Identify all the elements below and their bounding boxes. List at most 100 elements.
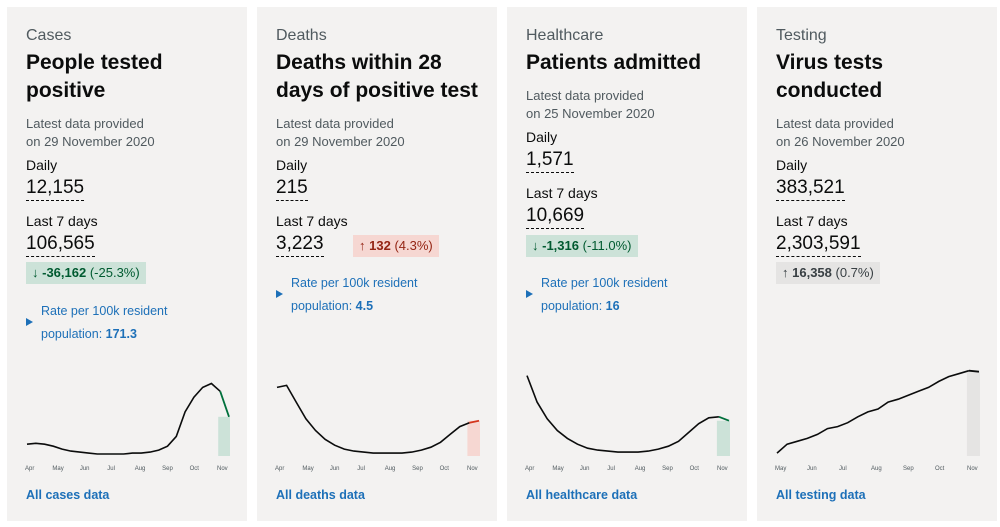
- rate-disclosure[interactable]: Rate per 100k resident population: 171.3: [26, 300, 236, 346]
- change-percent: (-25.3%): [89, 265, 140, 280]
- sparkline-chart: Apr May Jun Jul Aug Sep Oct Nov: [275, 384, 480, 472]
- series-line-recent: [219, 391, 230, 418]
- card-title: Deaths within 28 days of positive test: [276, 51, 478, 102]
- change-value: 16,358: [792, 265, 832, 280]
- all-deaths-data-link[interactable]: All deaths data: [276, 488, 365, 502]
- card-cases: Cases People tested positive Latest data…: [7, 7, 247, 521]
- card-testing: Testing Virus tests conducted Latest dat…: [757, 7, 997, 521]
- daily-label: Daily: [276, 157, 308, 173]
- latest-data-label: Latest data provided: [776, 116, 894, 131]
- month-tick-label: May: [52, 466, 63, 472]
- week-label: Last 7 days: [526, 185, 598, 201]
- daily-label: Daily: [26, 157, 58, 173]
- month-tick-label: Nov: [467, 466, 478, 472]
- card-title: People tested positive: [26, 51, 163, 102]
- all-healthcare-data-link[interactable]: All healthcare data: [526, 488, 638, 502]
- latest-data-date: on 25 November 2020: [526, 106, 655, 121]
- month-tick-label: Oct: [935, 466, 945, 472]
- week-label: Last 7 days: [26, 213, 98, 229]
- daily-label: Daily: [776, 157, 808, 173]
- card-category: Healthcare: [526, 27, 604, 44]
- week-value[interactable]: 106,565: [26, 233, 95, 257]
- daily-value[interactable]: 215: [276, 177, 308, 201]
- week-value[interactable]: 2,303,591: [776, 233, 861, 257]
- change-value: 132: [369, 238, 391, 253]
- sparkline-chart: Apr May Jun Jul Aug Sep Oct Nov: [525, 375, 730, 472]
- month-tick-label: Apr: [275, 466, 284, 472]
- month-tick-label: Aug: [871, 466, 882, 472]
- month-tick-label: Jun: [330, 466, 340, 472]
- month-tick-label: Oct: [190, 466, 200, 472]
- card-deaths: Deaths Deaths within 28 days of positive…: [257, 7, 497, 521]
- arrow-down-icon: ↓: [532, 238, 539, 253]
- arrow-up-icon: ↑: [359, 238, 366, 253]
- latest-data-label: Latest data provided: [26, 116, 144, 131]
- disclosure-triangle-icon: [26, 318, 33, 326]
- month-tick-label: Sep: [162, 466, 173, 472]
- all-testing-data-link[interactable]: All testing data: [776, 488, 866, 502]
- rate-label: Rate per 100k resident population:: [541, 276, 668, 313]
- month-tick-label: Nov: [217, 466, 228, 472]
- change-percent: (-11.0%): [582, 238, 632, 253]
- card-category: Cases: [26, 27, 72, 44]
- change-badge: ↑ 16,358 (0.7%): [776, 262, 880, 284]
- rate-value: 16: [605, 299, 620, 313]
- series-line-recent: [718, 415, 730, 422]
- card-title: Patients admitted: [526, 51, 702, 74]
- series-line: [526, 375, 719, 453]
- week-value[interactable]: 10,669: [526, 205, 585, 229]
- rate-label: Rate per 100k resident population:: [291, 276, 418, 313]
- change-badge: ↓ -1,316 (-11.0%): [526, 235, 638, 257]
- month-tick-label: Jul: [107, 466, 115, 472]
- card-category: Testing: [776, 27, 827, 44]
- latest-data-date: on 26 November 2020: [776, 134, 905, 149]
- month-tick-label: Nov: [967, 466, 978, 472]
- latest-data-date: on 29 November 2020: [26, 134, 155, 149]
- latest-data-date: on 29 November 2020: [276, 134, 405, 149]
- month-tick-label: Jun: [580, 466, 590, 472]
- last-7-days-highlight: [467, 420, 480, 456]
- week-label: Last 7 days: [276, 213, 348, 229]
- change-value: -36,162: [42, 265, 87, 280]
- rate-value: 171.3: [105, 327, 137, 341]
- arrow-down-icon: ↓: [32, 265, 39, 280]
- rate-disclosure[interactable]: Rate per 100k resident population: 16: [526, 272, 736, 318]
- series-line-recent: [968, 369, 980, 373]
- sparkline-chart: May Jun Jul Aug Sep Oct Nov: [775, 369, 980, 472]
- daily-value[interactable]: 383,521: [776, 177, 845, 201]
- series-line-recent: [469, 419, 480, 424]
- rate-label: Rate per 100k resident population:: [41, 304, 168, 341]
- month-tick-label: Aug: [385, 466, 396, 472]
- month-tick-label: Jun: [80, 466, 90, 472]
- month-tick-label: Jul: [839, 466, 847, 472]
- month-tick-label: Jul: [607, 466, 615, 472]
- daily-value[interactable]: 1,571: [526, 149, 574, 173]
- month-tick-label: Sep: [412, 466, 423, 472]
- month-tick-label: Aug: [635, 466, 646, 472]
- series-line: [26, 382, 221, 455]
- last-7-days-highlight: [716, 420, 730, 456]
- latest-data-label: Latest data provided: [526, 88, 644, 103]
- week-label: Last 7 days: [776, 213, 848, 229]
- last-7-days-highlight: [218, 416, 230, 456]
- rate-disclosure[interactable]: Rate per 100k resident population: 4.5: [276, 272, 486, 318]
- month-tick-label: Jul: [357, 466, 365, 472]
- change-percent: (0.7%): [835, 265, 874, 280]
- latest-data-label: Latest data provided: [276, 116, 394, 131]
- week-value[interactable]: 3,223: [276, 233, 324, 257]
- all-cases-data-link[interactable]: All cases data: [26, 488, 110, 502]
- month-tick-label: Oct: [440, 466, 450, 472]
- month-tick-label: May: [775, 466, 786, 472]
- card-title: Virus tests conducted: [776, 51, 883, 102]
- disclosure-triangle-icon: [526, 290, 533, 298]
- daily-value[interactable]: 12,155: [26, 177, 85, 201]
- month-tick-label: Sep: [662, 466, 673, 472]
- arrow-up-icon: ↑: [782, 265, 789, 280]
- change-percent: (4.3%): [394, 238, 433, 253]
- month-tick-label: Nov: [717, 466, 728, 472]
- month-tick-label: Apr: [525, 466, 534, 472]
- card-healthcare: Healthcare Patients admitted Latest data…: [507, 7, 747, 521]
- series-line: [776, 369, 970, 454]
- change-badge: ↓ -36,162 (-25.3%): [26, 262, 146, 284]
- rate-value: 4.5: [355, 299, 374, 313]
